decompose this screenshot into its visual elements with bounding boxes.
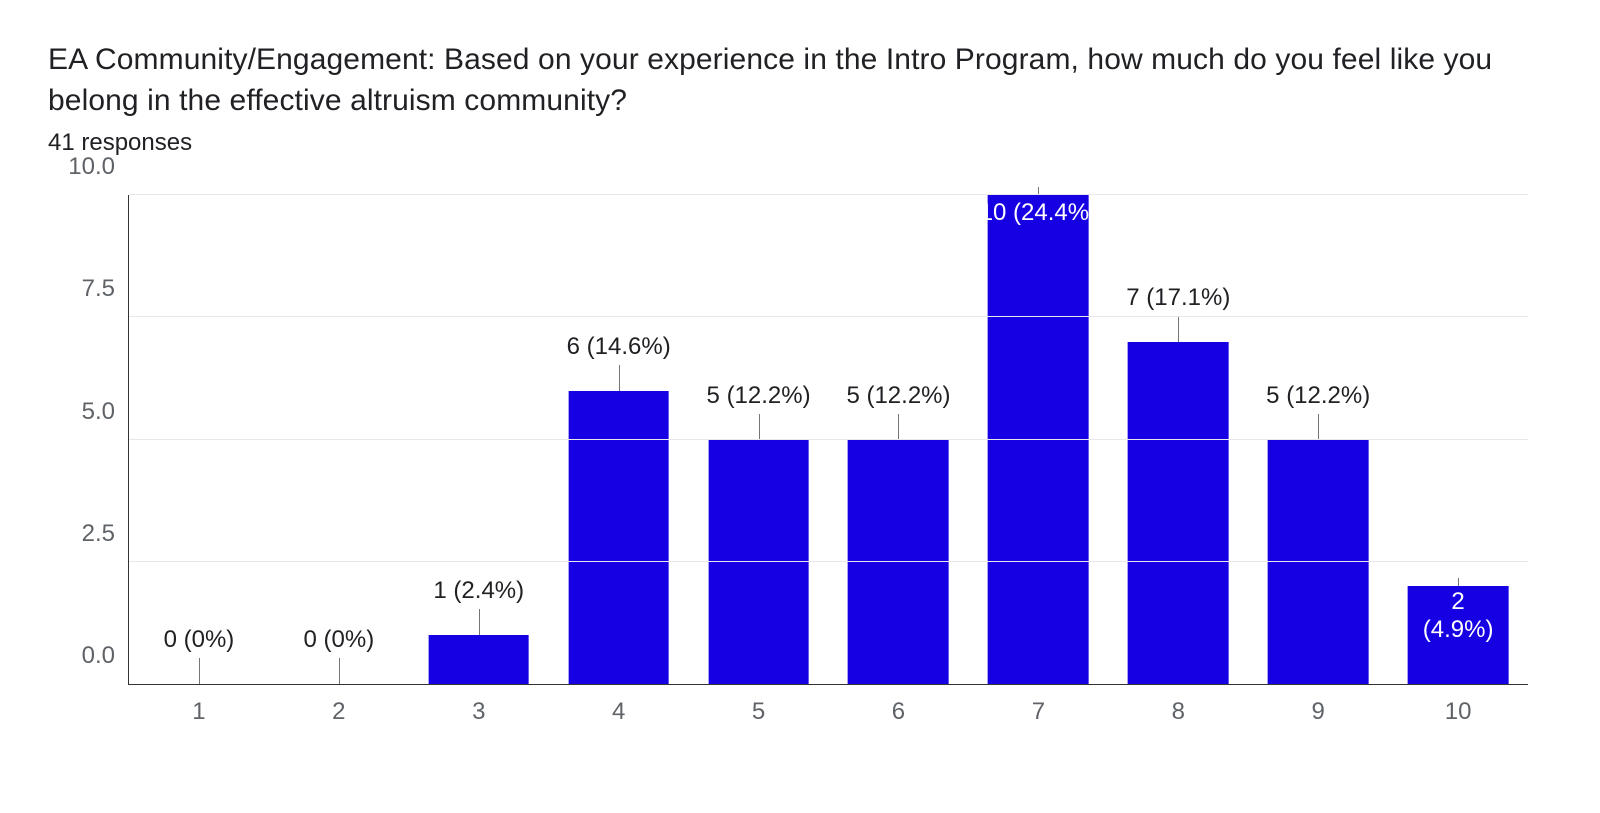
gridline: [129, 439, 1528, 440]
bar-value-label: 1 (2.4%): [433, 577, 524, 605]
bar-value-label: 0 (0%): [304, 626, 375, 654]
y-axis-tick-label: 7.5: [82, 275, 129, 303]
bar: [568, 391, 669, 684]
bar-slot: 5 (12.2%)5: [689, 195, 829, 684]
bar: [988, 195, 1089, 684]
bar-label-tick: [1458, 578, 1459, 586]
bar-slot: 10 (24.4%)7: [968, 195, 1108, 684]
bar-slot: 2(4.9%)10: [1388, 195, 1528, 684]
bar-slot: 7 (17.1%)8: [1108, 195, 1248, 684]
gridline: [129, 194, 1528, 195]
x-axis-tick-label: 3: [472, 684, 485, 726]
bar: [428, 635, 529, 684]
gridline: [129, 316, 1528, 317]
x-axis-tick-label: 7: [1032, 684, 1045, 726]
bar-slot: 0 (0%)1: [129, 195, 269, 684]
bar-value-label: 5 (12.2%): [1266, 382, 1370, 410]
bar-label-tick: [1318, 414, 1319, 440]
x-axis-tick-label: 5: [752, 684, 765, 726]
y-axis-tick-label: 10.0: [68, 153, 129, 181]
bar: [1128, 342, 1229, 684]
x-axis-tick-label: 10: [1445, 684, 1472, 726]
x-axis-tick-label: 4: [612, 684, 625, 726]
x-axis-tick-label: 8: [1172, 684, 1185, 726]
bar: [848, 440, 949, 685]
bar-slot: 5 (12.2%)9: [1248, 195, 1388, 684]
x-axis-tick-label: 1: [192, 684, 205, 726]
bar-label-tick: [479, 609, 480, 635]
bar-value-label: 0 (0%): [164, 626, 235, 654]
bar-chart: 0 (0%)10 (0%)21 (2.4%)36 (14.6%)45 (12.2…: [48, 185, 1538, 745]
x-axis-tick-label: 6: [892, 684, 905, 726]
bar-label-tick: [898, 414, 899, 440]
x-axis-tick-label: 2: [332, 684, 345, 726]
y-axis-tick-label: 2.5: [82, 520, 129, 548]
plot-area: 0 (0%)10 (0%)21 (2.4%)36 (14.6%)45 (12.2…: [128, 195, 1528, 685]
y-axis-tick-label: 5.0: [82, 398, 129, 426]
bar-slot: 5 (12.2%)6: [829, 195, 969, 684]
x-axis-tick-label: 9: [1312, 684, 1325, 726]
bar-value-label: 10 (24.4%): [980, 199, 1097, 227]
bars-container: 0 (0%)10 (0%)21 (2.4%)36 (14.6%)45 (12.2…: [129, 195, 1528, 684]
bar-label-tick: [199, 658, 200, 684]
chart-title: EA Community/Engagement: Based on your e…: [48, 40, 1552, 121]
bar-value-label: 5 (12.2%): [707, 382, 811, 410]
bar-value-label: 7 (17.1%): [1126, 284, 1230, 312]
y-axis-tick-label: 0.0: [82, 642, 129, 670]
bar: [1268, 440, 1369, 685]
gridline: [129, 561, 1528, 562]
bar-slot: 1 (2.4%)3: [409, 195, 549, 684]
bar-label-tick: [339, 658, 340, 684]
bar-value-label: 5 (12.2%): [846, 382, 950, 410]
bar-slot: 0 (0%)2: [269, 195, 409, 684]
response-count: 41 responses: [48, 129, 1552, 157]
bar-value-label: 2(4.9%): [1423, 588, 1494, 644]
bar-slot: 6 (14.6%)4: [549, 195, 689, 684]
bar: [708, 440, 809, 685]
bar-value-label: 6 (14.6%): [567, 333, 671, 361]
bar-label-tick: [1178, 316, 1179, 342]
bar-label-tick: [759, 414, 760, 440]
bar-label-tick: [619, 365, 620, 391]
